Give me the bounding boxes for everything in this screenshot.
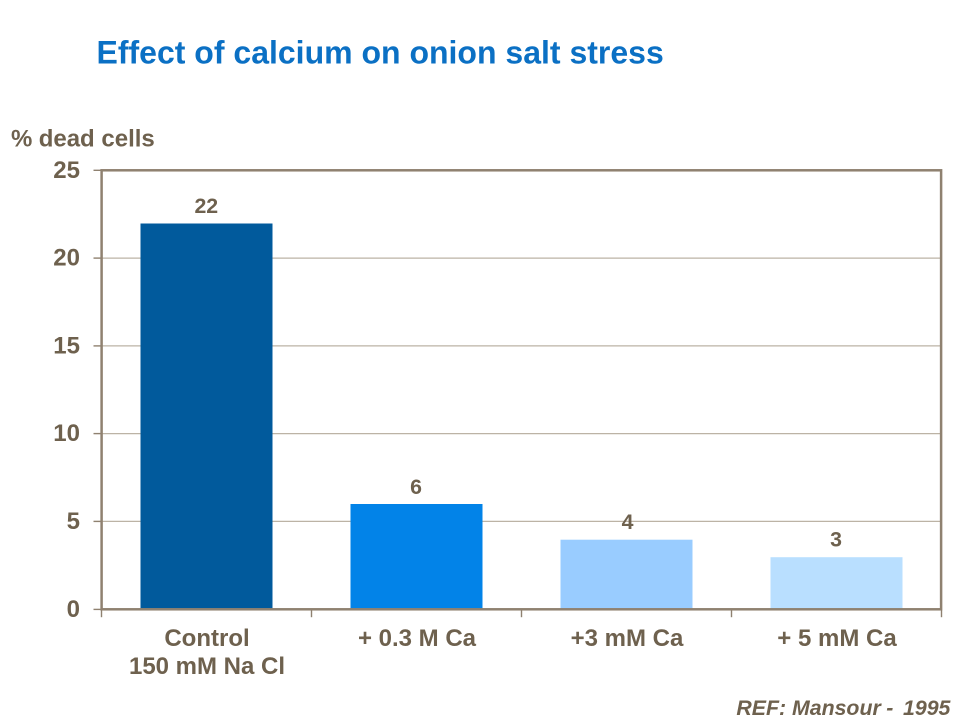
svg-text:22: 22 xyxy=(194,194,218,218)
svg-text:15: 15 xyxy=(53,333,80,360)
svg-text:3: 3 xyxy=(830,527,842,551)
svg-text:-: - xyxy=(886,696,893,720)
svg-text:+ 5 mM Ca: + 5 mM Ca xyxy=(777,625,897,652)
svg-text:10: 10 xyxy=(53,420,80,447)
svg-text:REF: Mansour: REF: Mansour xyxy=(736,696,882,720)
svg-text:4: 4 xyxy=(622,510,634,534)
svg-text:1995: 1995 xyxy=(903,696,952,720)
svg-text:5: 5 xyxy=(67,508,80,535)
svg-text:%: % xyxy=(11,126,32,153)
svg-text:20: 20 xyxy=(53,245,80,272)
svg-text:0: 0 xyxy=(67,596,80,623)
svg-text:6: 6 xyxy=(410,475,422,499)
svg-text:Effect of calcium on onion sal: Effect of calcium on onion salt stress xyxy=(97,35,664,71)
svg-text:25: 25 xyxy=(53,157,80,184)
svg-text:150 mM Na Cl: 150 mM Na Cl xyxy=(129,653,285,680)
svg-text:Control: Control xyxy=(164,625,249,652)
svg-text:dead cells: dead cells xyxy=(39,126,155,153)
svg-text:+ 0.3 M Ca: + 0.3 M Ca xyxy=(358,625,477,652)
svg-text:+3 mM Ca: +3 mM Ca xyxy=(571,625,684,652)
